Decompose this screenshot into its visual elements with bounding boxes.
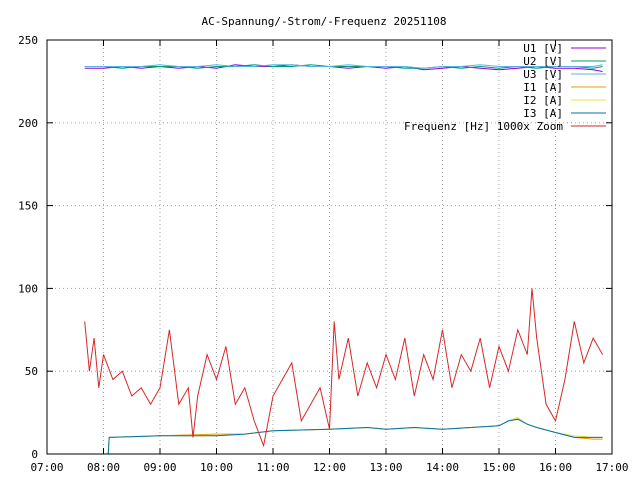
y-tick-label: 0: [31, 448, 38, 461]
legend-label: U3 [V]: [523, 68, 563, 81]
x-tick-label: 10:00: [200, 461, 233, 474]
x-tick-label: 07:00: [30, 461, 63, 474]
x-tick-label: 16:00: [539, 461, 572, 474]
y-tick-label: 150: [18, 200, 38, 213]
series-lines: [84, 64, 604, 455]
y-tick-label: 200: [18, 117, 38, 130]
series-line: [84, 288, 604, 448]
x-tick-label: 15:00: [482, 461, 515, 474]
axis-ticks: 0 50 100 150 200 250 07:00 08:00 09:00 10:00 11:00…: [18, 34, 628, 474]
x-tick-label: 11:00: [256, 461, 289, 474]
legend-label: Frequenz [Hz] 1000x Zoom: [404, 120, 563, 133]
x-tick-label: 13:00: [369, 461, 402, 474]
series-line: [84, 418, 603, 455]
y-tick-label: 100: [18, 282, 38, 295]
x-tick-label: 14:00: [426, 461, 459, 474]
legend-label: U2 [V]: [523, 55, 563, 68]
legend-label: I2 [A]: [523, 94, 563, 107]
x-tick-label: 17:00: [595, 461, 628, 474]
legend: U1 [V]U2 [V]U3 [V]I1 [A]I2 [A]I3 [A]Freq…: [404, 42, 606, 133]
legend-label: U1 [V]: [523, 42, 563, 55]
y-tick-label: 250: [18, 34, 38, 47]
series-line: [84, 64, 603, 69]
x-tick-label: 08:00: [87, 461, 120, 474]
series-line: [84, 64, 603, 72]
series-line: [84, 418, 603, 455]
legend-label: I1 [A]: [523, 81, 563, 94]
x-tick-label: 12:00: [313, 461, 346, 474]
legend-label: I3 [A]: [523, 107, 563, 120]
plot-frame: [46, 39, 613, 455]
x-tick-label: 09:00: [143, 461, 176, 474]
chart-title: AC-Spannung/-Strom/-Frequenz 20251108: [201, 15, 446, 28]
y-tick-label: 50: [25, 365, 38, 378]
series-line: [84, 64, 603, 69]
